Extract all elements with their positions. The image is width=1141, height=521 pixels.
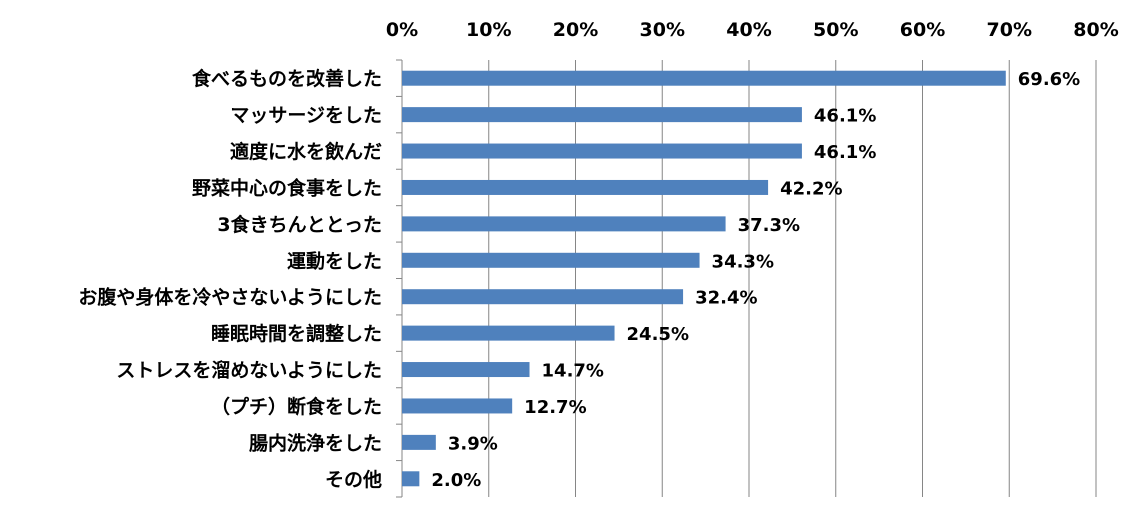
category-label: マッサージをした xyxy=(230,105,382,127)
x-tick-label: 40% xyxy=(726,19,771,41)
category-label: 適度に水を飲んだ xyxy=(230,140,382,163)
data-label: 24.5% xyxy=(627,324,689,345)
data-label: 2.0% xyxy=(431,470,481,491)
data-label: 3.9% xyxy=(448,433,498,454)
category-label: 運動をした xyxy=(287,250,382,272)
category-label: その他 xyxy=(325,468,382,491)
x-tick-label: 20% xyxy=(553,19,598,41)
x-tick-label: 70% xyxy=(987,19,1032,41)
gridlines xyxy=(396,59,1097,498)
x-tick-label: 80% xyxy=(1073,19,1118,41)
category-label: 3食きちんととった xyxy=(217,213,382,236)
category-label: 野菜中心の食事をした xyxy=(192,176,382,199)
data-label: 34.3% xyxy=(712,251,774,272)
category-label: 食べるものを改善した xyxy=(192,67,382,90)
bars xyxy=(402,70,1006,487)
x-tick-label: 30% xyxy=(640,19,685,41)
data-label: 12.7% xyxy=(524,397,586,418)
bar xyxy=(402,70,1006,86)
x-tick-label: 60% xyxy=(900,19,945,41)
x-tick-label: 0% xyxy=(386,19,418,41)
category-label: （プチ）断食をした xyxy=(211,395,382,418)
bar xyxy=(402,216,726,232)
data-label: 14.7% xyxy=(542,361,604,382)
bar xyxy=(402,179,769,195)
bar xyxy=(402,252,700,268)
bar xyxy=(402,107,802,123)
bar xyxy=(402,362,530,378)
x-tick-label: 50% xyxy=(813,19,858,41)
x-tick-label: 10% xyxy=(466,19,511,41)
category-label: 腸内洗浄をした xyxy=(249,431,382,454)
bar xyxy=(402,289,684,305)
data-label: 69.6% xyxy=(1018,69,1080,90)
category-label: ストレスを溜めないようにした xyxy=(116,359,382,382)
data-label: 32.4% xyxy=(695,288,757,309)
data-labels: 69.6% 46.1% 46.1% 42.2% 37.3% 34.3% 32.4% 24.5%… xyxy=(431,69,1080,491)
bar xyxy=(402,143,802,159)
bar xyxy=(402,325,615,341)
category-label: 睡眠時間を調整した xyxy=(211,322,382,345)
bar xyxy=(402,434,436,450)
data-label: 46.1% xyxy=(814,106,876,127)
category-label: お腹や身体を冷やさないようにした xyxy=(78,286,382,309)
x-axis-ticks: 0% 10% 20% 30% 40% 50% 60% 70% 80% xyxy=(386,19,1119,41)
data-label: 46.1% xyxy=(814,142,876,163)
bar xyxy=(402,398,513,414)
data-label: 42.2% xyxy=(780,178,842,199)
data-label: 37.3% xyxy=(738,215,800,236)
bar xyxy=(402,471,420,487)
